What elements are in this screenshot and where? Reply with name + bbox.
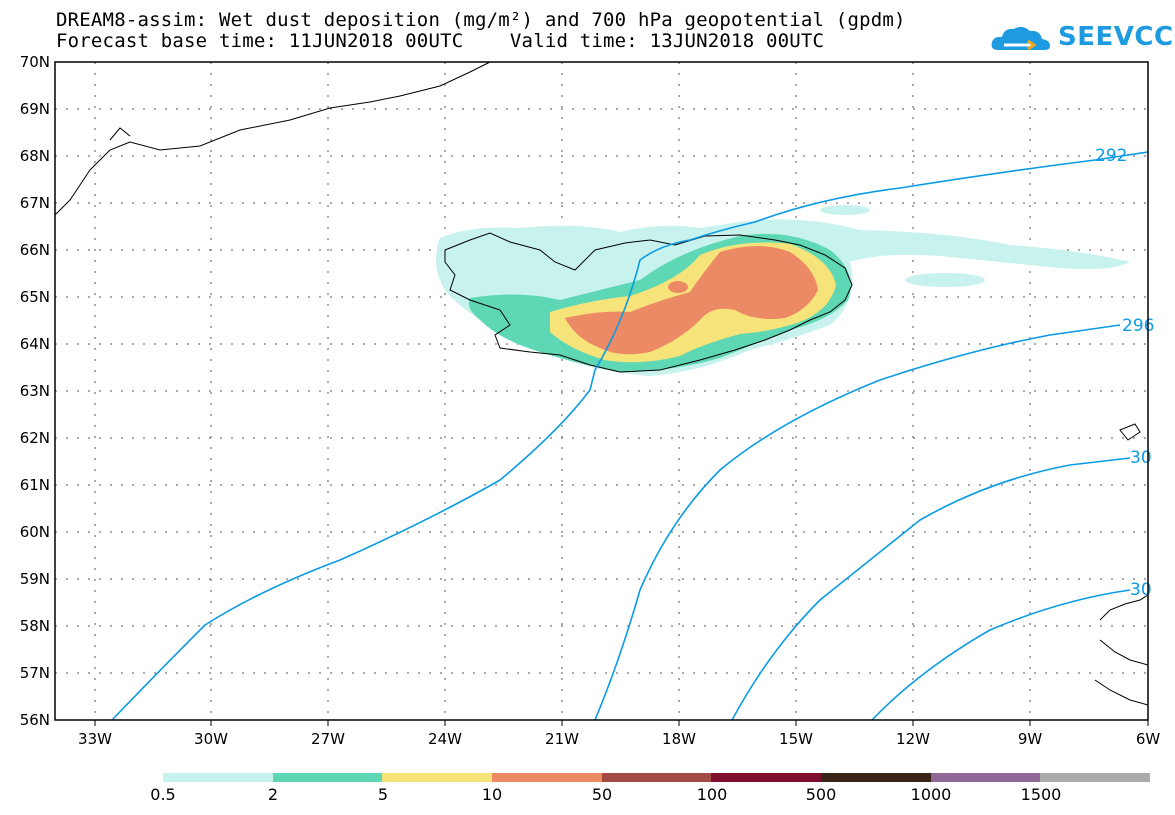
deposition-patch: [905, 273, 985, 287]
lat-label: 68N: [20, 147, 50, 165]
legend-label: 2: [267, 785, 279, 804]
iceland-coast: [444, 232, 853, 373]
legend-label: 50: [591, 785, 613, 804]
deposition-patch: [820, 205, 870, 215]
coastlines: [54, 61, 1149, 706]
geopotential-contours: [111, 151, 1149, 721]
lat-label: 58N: [20, 617, 50, 635]
legend-swatch: [821, 773, 931, 782]
contour-label: 292: [1095, 146, 1127, 166]
contour-line: [594, 221, 756, 371]
legend-swatch: [711, 773, 822, 782]
lat-label: 66N: [20, 241, 50, 259]
deposition-patch: [668, 281, 688, 293]
lat-label: 60N: [20, 523, 50, 541]
legend-swatch: [492, 773, 602, 782]
legend-swatch: [163, 773, 273, 782]
tick-marks: [94, 720, 1149, 726]
latitude-labels: 70N 69N 68N 67N 66N 65N 64N 63N 62N 61N …: [20, 53, 50, 729]
lon-label: 27W: [311, 730, 345, 748]
legend-swatch: [930, 773, 1041, 782]
lat-label: 57N: [20, 664, 50, 682]
lon-label: 33W: [78, 730, 112, 748]
legend-swatch: [1040, 773, 1151, 782]
contour-line: [111, 369, 596, 721]
faroe-coast: [1119, 423, 1141, 441]
lon-label: 21W: [545, 730, 579, 748]
legend-label: 500: [805, 785, 837, 804]
lon-label: 6W: [1136, 730, 1161, 748]
legend-swatch: [272, 773, 383, 782]
legend-label: 1500: [1020, 785, 1062, 804]
contour-label: 296: [1122, 316, 1154, 336]
map-frame: [54, 61, 1149, 721]
lon-label: 15W: [779, 730, 813, 748]
lat-label: 56N: [20, 711, 50, 729]
scotland-coast: [1094, 594, 1149, 706]
color-legend: [163, 773, 1151, 782]
lon-label: 24W: [428, 730, 462, 748]
greenland-coast: [109, 127, 131, 141]
lat-label: 70N: [20, 53, 50, 71]
map-title-line-1: DREAM8-assim: Wet dust deposition (mg/m²…: [56, 9, 906, 31]
lon-label: 9W: [1018, 730, 1043, 748]
longitude-labels: 33W 30W 27W 24W 21W 18W 15W 12W 9W 6W: [78, 730, 1160, 748]
lon-label: 18W: [662, 730, 696, 748]
legend-label: 1000: [910, 785, 952, 804]
legend-swatch: [382, 773, 493, 782]
legend-label: 0.5: [150, 785, 176, 804]
contour-label: 30: [1130, 580, 1152, 600]
lat-label: 63N: [20, 382, 50, 400]
legend-label: 10: [481, 785, 503, 804]
legend-swatch: [601, 773, 712, 782]
lat-label: 62N: [20, 429, 50, 447]
lat-label: 69N: [20, 100, 50, 118]
legend-label: 5: [377, 785, 389, 804]
contour-line: [871, 589, 1131, 721]
lon-label: 30W: [194, 730, 228, 748]
map-title-line-2: Forecast base time: 11JUN2018 00UTC Vali…: [56, 30, 825, 52]
lat-label: 65N: [20, 288, 50, 306]
deposition-shading: [436, 205, 1130, 376]
lat-label: 64N: [20, 335, 50, 353]
deposition-level-10: [565, 246, 818, 355]
contour-label: 30: [1130, 448, 1152, 468]
lon-label: 12W: [896, 730, 930, 748]
logo-text: SEEVCCC: [1058, 22, 1175, 52]
contour-line: [594, 324, 1121, 721]
legend-label: 100: [696, 785, 728, 804]
lat-label: 61N: [20, 476, 50, 494]
lat-label: 67N: [20, 194, 50, 212]
contour-line: [731, 457, 1131, 721]
cloud-icon: [991, 26, 1050, 51]
grid-lines: [55, 62, 1148, 720]
lat-label: 59N: [20, 570, 50, 588]
greenland-coast: [54, 61, 491, 216]
contour-line: [754, 151, 1149, 223]
